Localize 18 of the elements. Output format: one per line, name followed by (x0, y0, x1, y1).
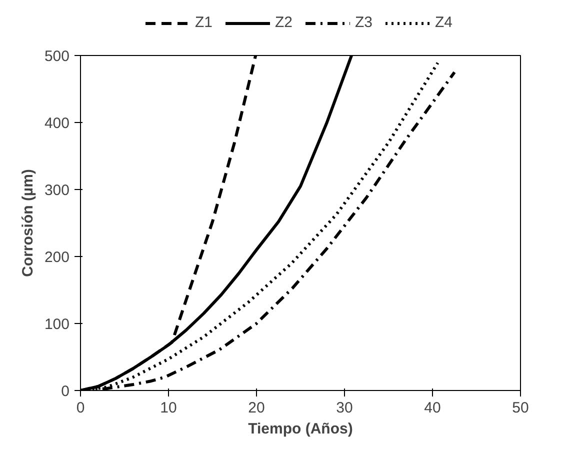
y-tick-label: 0 (61, 383, 70, 400)
y-tick-label: 500 (44, 48, 70, 65)
legend-label: Z2 (275, 14, 294, 31)
x-tick-label: 10 (160, 400, 177, 416)
y-tick-label: 300 (44, 182, 70, 199)
y-tick-label: 100 (44, 316, 70, 333)
legend-label: Z4 (435, 14, 454, 31)
x-tick-label: 50 (512, 400, 529, 416)
y-axis-title: Corrosión (µm) (19, 169, 36, 277)
x-tick-label: 40 (424, 400, 441, 416)
x-tick-label: 0 (76, 400, 85, 416)
y-tick-label: 400 (44, 115, 70, 132)
y-tick-label: 200 (44, 249, 70, 266)
x-tick-label: 30 (336, 400, 353, 416)
x-axis-title: Tiempo (Años) (248, 420, 353, 438)
legend-label: Z3 (355, 14, 374, 31)
legend-label: Z1 (195, 14, 214, 31)
x-tick-label: 20 (248, 400, 265, 416)
